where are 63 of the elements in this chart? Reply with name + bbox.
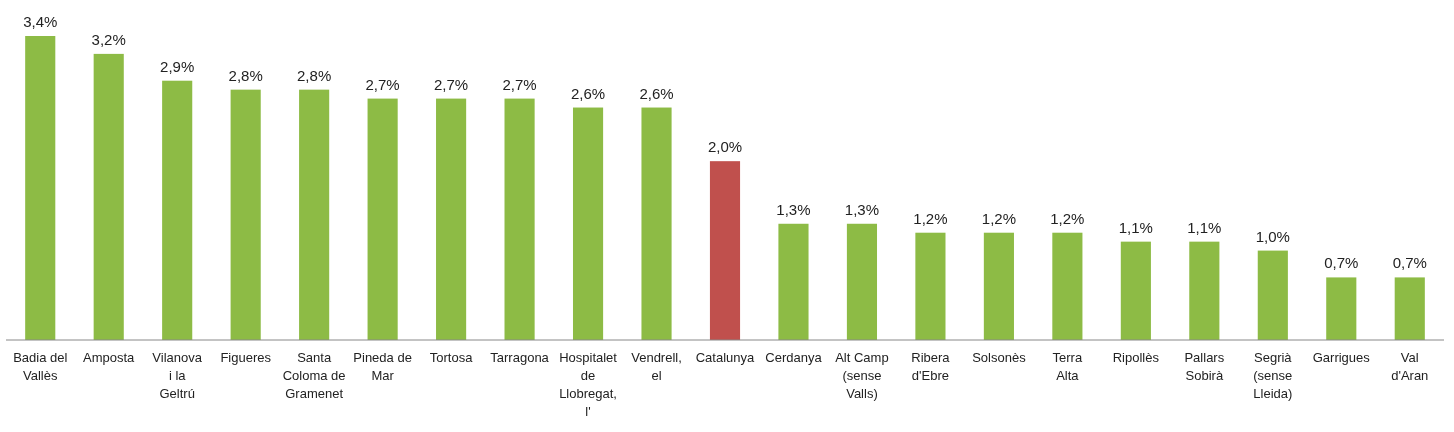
bar <box>1189 241 1220 340</box>
x-tick-label: Solsonès <box>972 350 1027 365</box>
data-label: 3,4% <box>23 13 58 30</box>
bar <box>1052 232 1083 340</box>
x-tick-label: Vendrell, el <box>631 350 682 383</box>
data-label: 2,7% <box>433 75 469 93</box>
bar <box>230 89 261 340</box>
bar <box>436 98 467 340</box>
bar <box>93 53 124 340</box>
data-label: 2,8% <box>228 66 263 84</box>
x-tick-label: Figueres <box>220 350 272 365</box>
x-tick-label: Amposta <box>83 350 136 365</box>
x-tick-label: Vilanova i la Geltrú <box>152 350 203 401</box>
x-tick-label: Tarragona <box>490 350 550 365</box>
bar <box>1326 277 1357 340</box>
bar <box>1394 277 1425 340</box>
x-tick-label: Pallars Sobirà <box>1184 350 1225 383</box>
x-tick-label: Val d'Aran <box>1391 350 1429 383</box>
data-label: 2,6% <box>570 84 606 102</box>
x-tick-label: Ribera d'Ebre <box>911 350 951 383</box>
x-tick-label: Pineda de Mar <box>353 350 412 383</box>
data-label: 2,9% <box>160 57 195 75</box>
data-label: 2,8% <box>297 66 332 84</box>
data-label: 2,7% <box>502 75 537 93</box>
data-label: 1,1% <box>1118 218 1153 236</box>
x-tick-label: Cerdanya <box>765 350 823 365</box>
bar <box>1120 241 1151 340</box>
data-label: 1,2% <box>981 209 1017 227</box>
x-tick-label: Alt Camp (sense Valls) <box>835 350 889 401</box>
data-label: 0,7% <box>1324 254 1359 272</box>
data-label: 0,7% <box>1392 254 1427 272</box>
bar <box>778 223 809 340</box>
x-tick-label: Badia del Vallès <box>13 350 68 383</box>
x-tick-label: Segrià (sense Lleida) <box>1253 350 1293 401</box>
data-label: 1,2% <box>1050 209 1085 227</box>
x-tick-label: Ripollès <box>1112 350 1160 365</box>
x-tick-label: Santa Coloma de Gramenet <box>282 350 346 401</box>
x-tick-label: Hospitalet de Llobregat, l' <box>559 350 618 419</box>
bar <box>641 107 672 340</box>
bar <box>915 232 946 340</box>
data-label: 2,0% <box>707 138 743 156</box>
bar <box>367 98 398 340</box>
x-tick-label: Terra Alta <box>1052 350 1083 383</box>
bar <box>983 232 1014 340</box>
data-label: 2,7% <box>365 75 400 93</box>
data-label: 1,3% <box>844 200 880 218</box>
bar <box>709 161 741 340</box>
bar <box>846 223 878 340</box>
data-label: 3,2% <box>91 30 126 48</box>
x-tick-label: Garrigues <box>1312 350 1371 365</box>
data-label: 1,3% <box>776 200 811 218</box>
data-label: 1,0% <box>1255 227 1290 245</box>
data-label: 2,6% <box>639 84 674 102</box>
data-label: 1,2% <box>913 209 948 227</box>
bar <box>572 107 604 340</box>
bar <box>504 98 535 340</box>
bar <box>25 36 56 340</box>
bar <box>299 89 330 340</box>
data-label: 1,1% <box>1187 218 1222 236</box>
bar <box>1257 250 1288 340</box>
x-tick-label: Tortosa <box>429 350 474 365</box>
bar <box>162 80 193 340</box>
x-tick-label: Catalunya <box>695 350 756 365</box>
